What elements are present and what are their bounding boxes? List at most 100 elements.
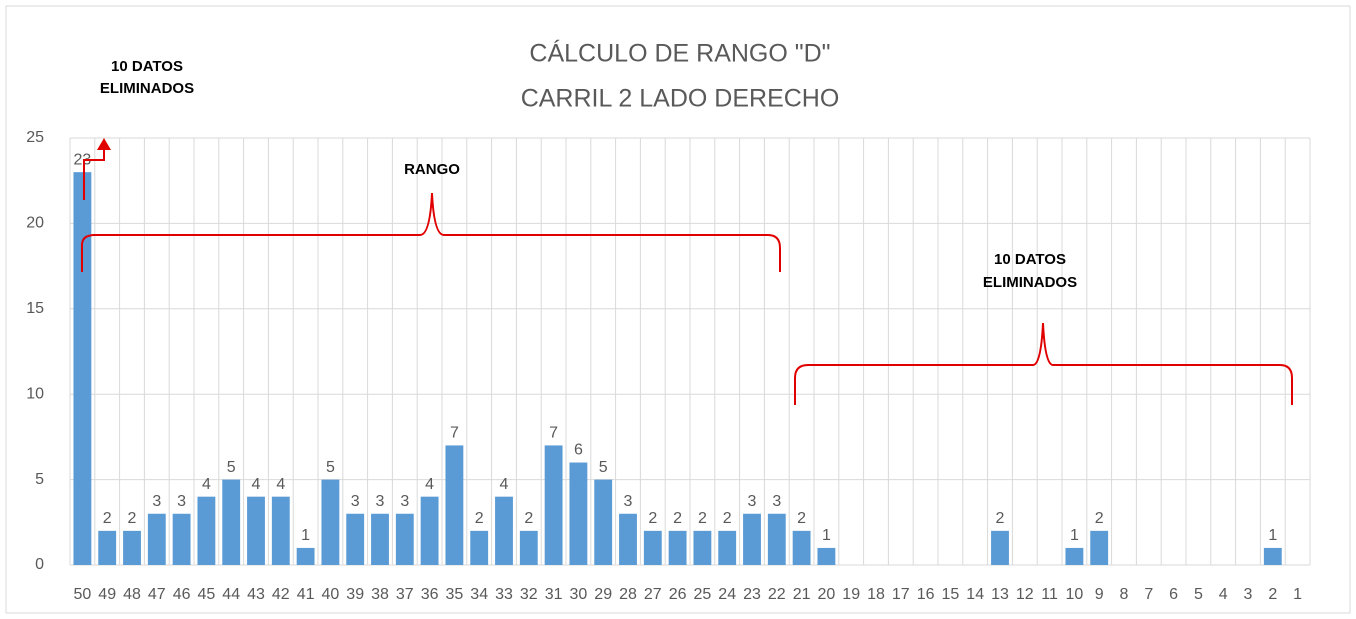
value-label: 3: [400, 493, 409, 510]
chart-title: CÁLCULO DE RANGO "D": [529, 39, 830, 68]
value-label: 3: [152, 493, 161, 510]
bar: [991, 530, 1009, 565]
x-tick-label: 32: [520, 586, 538, 603]
x-tick-label: 2: [1268, 586, 1277, 603]
x-tick-label: 3: [1244, 586, 1253, 603]
bar: [222, 479, 241, 565]
arrow-head: [97, 138, 111, 150]
annotation: RANGO: [404, 161, 460, 178]
value-label: 2: [723, 510, 732, 527]
annotation: ELIMINADOS: [100, 80, 194, 97]
x-tick-label: 48: [123, 586, 141, 603]
value-label: 23: [74, 151, 92, 168]
x-tick-label: 16: [917, 586, 935, 603]
bar: [594, 479, 613, 565]
x-tick-label: 36: [421, 586, 439, 603]
x-tick-label: 27: [644, 586, 662, 603]
value-label: 2: [797, 510, 806, 527]
bar: [792, 530, 811, 565]
bar: [1090, 530, 1109, 565]
x-tick-label: 45: [198, 586, 216, 603]
x-tick-label: 8: [1120, 586, 1129, 603]
y-tick-label: 15: [26, 300, 44, 317]
x-tick-label: 22: [768, 586, 786, 603]
x-tick-label: 10: [1066, 586, 1084, 603]
x-tick-label: 21: [793, 586, 811, 603]
value-label: 5: [326, 459, 335, 476]
bar: [470, 530, 489, 565]
value-label: 3: [177, 493, 186, 510]
value-label: 2: [1095, 510, 1104, 527]
value-label: 6: [574, 442, 583, 459]
x-tick-label: 9: [1095, 586, 1104, 603]
value-label: 1: [822, 527, 831, 544]
y-tick-label: 20: [26, 215, 44, 232]
x-tick-label: 35: [446, 586, 464, 603]
value-label: 7: [450, 425, 459, 442]
bar: [767, 513, 786, 565]
bar: [420, 496, 439, 565]
bar: [197, 496, 216, 565]
bar: [743, 513, 761, 565]
bar: [1065, 547, 1084, 565]
value-label: 1: [1268, 527, 1277, 544]
annotation: 10 DATOS: [994, 251, 1066, 268]
annotation: 10 DATOS: [111, 58, 183, 75]
y-tick-label: 25: [26, 129, 44, 146]
bar: [296, 547, 315, 565]
bar: [693, 530, 712, 565]
value-label: 4: [202, 476, 211, 493]
x-tick-label: 19: [842, 586, 860, 603]
value-label: 2: [524, 510, 533, 527]
bar: [371, 513, 389, 565]
brace: [81, 192, 781, 272]
value-label: 5: [227, 459, 236, 476]
value-label: 4: [425, 476, 434, 493]
x-tick-label: 18: [867, 586, 885, 603]
value-label: 1: [301, 527, 310, 544]
x-tick-label: 6: [1169, 586, 1178, 603]
bar: [73, 172, 92, 565]
value-label: 3: [624, 493, 633, 510]
x-tick-label: 30: [570, 586, 588, 603]
value-label: 4: [500, 476, 509, 493]
bar: [544, 445, 563, 565]
bar: [718, 530, 737, 565]
value-label: 2: [673, 510, 682, 527]
bar: [519, 530, 538, 565]
x-tick-label: 41: [297, 586, 315, 603]
x-tick-label: 12: [1016, 586, 1034, 603]
x-tick-label: 1: [1293, 586, 1302, 603]
x-tick-label: 25: [694, 586, 712, 603]
x-tick-label: 33: [495, 586, 513, 603]
x-tick-label: 39: [346, 586, 364, 603]
x-tick-label: 28: [619, 586, 637, 603]
x-tick-label: 14: [966, 586, 984, 603]
bar: [643, 530, 662, 565]
x-tick-label: 31: [545, 586, 563, 603]
x-tick-label: 11: [1041, 586, 1058, 603]
chart-title: CARRIL 2 LADO DERECHO: [521, 85, 840, 113]
x-tick-label: 23: [743, 586, 761, 603]
value-label: 3: [748, 493, 757, 510]
bar: [495, 496, 513, 565]
x-tick-label: 17: [892, 586, 910, 603]
x-tick-label: 43: [247, 586, 265, 603]
y-tick-label: 0: [35, 556, 44, 573]
brace: [794, 322, 1293, 405]
bar: [668, 530, 687, 565]
bar: [271, 496, 290, 565]
y-tick-label: 5: [35, 471, 44, 488]
value-label: 3: [351, 493, 360, 510]
value-label: 2: [698, 510, 707, 527]
x-tick-label: 37: [396, 586, 414, 603]
x-tick-label: 42: [272, 586, 290, 603]
x-tick-label: 13: [991, 586, 1009, 603]
value-label: 3: [772, 493, 781, 510]
x-tick-label: 4: [1219, 586, 1228, 603]
bar: [395, 513, 414, 565]
bar: [1263, 547, 1282, 565]
bar: [247, 496, 265, 565]
bar: [172, 513, 191, 565]
